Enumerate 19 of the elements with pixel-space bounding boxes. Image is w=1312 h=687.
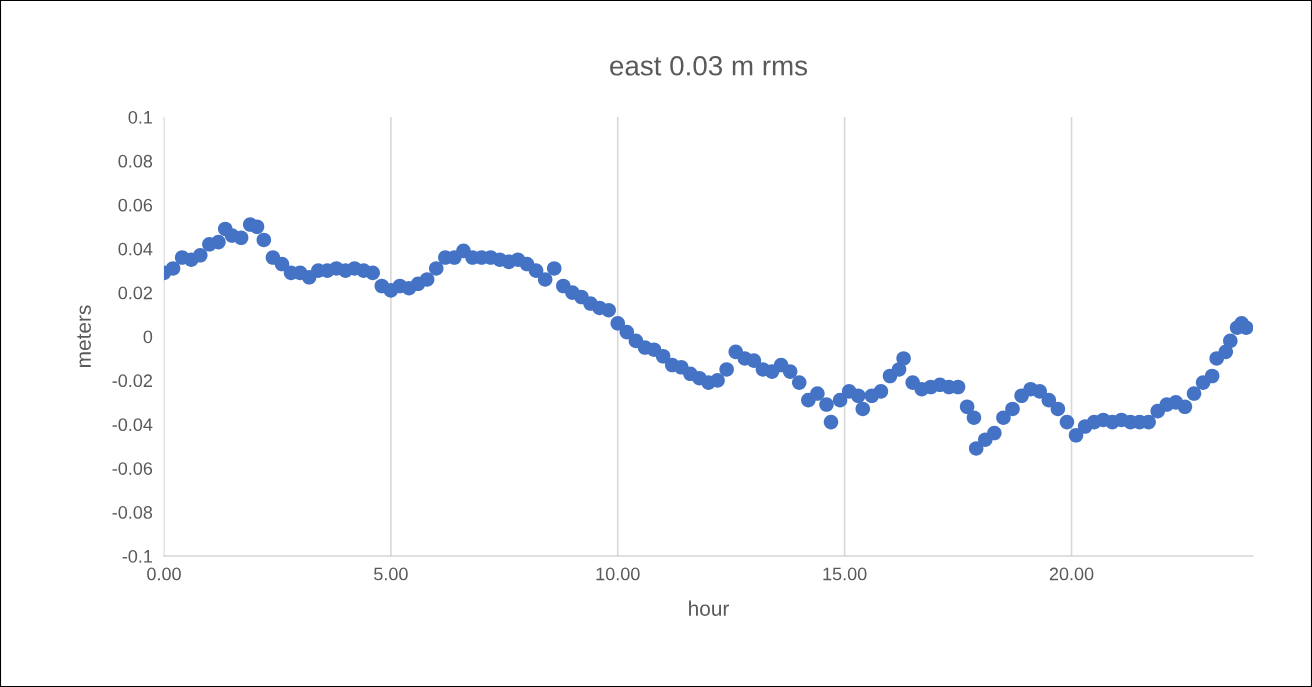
x-axis-title: hour [689, 600, 730, 616]
y-tick-label: 0.06 [118, 198, 153, 212]
chart-title: east 0.03 m rms [610, 55, 808, 76]
y-tick-label: 0 [143, 330, 153, 344]
y-tick-label: -0.1 [122, 549, 153, 563]
x-tick-label: 15.00 [823, 567, 867, 581]
y-tick-label: 0.08 [118, 154, 153, 168]
y-tick-label: -0.04 [112, 418, 153, 432]
y-tick-label: -0.08 [112, 506, 153, 519]
y-tick-label: -0.06 [112, 462, 153, 475]
y-axis-title: meters [77, 305, 91, 367]
y-tick-label: -0.02 [112, 374, 152, 388]
y-tick-label: 0.1 [128, 110, 153, 124]
y-tick-label: 0.04 [118, 242, 153, 256]
x-tick-label: 5.00 [374, 567, 408, 581]
x-tick-label: 20.00 [1049, 567, 1094, 581]
y-tick-label: 0.02 [118, 286, 152, 300]
x-tick-label: 10.00 [596, 567, 640, 581]
x-tick-label: 0.00 [147, 567, 181, 581]
